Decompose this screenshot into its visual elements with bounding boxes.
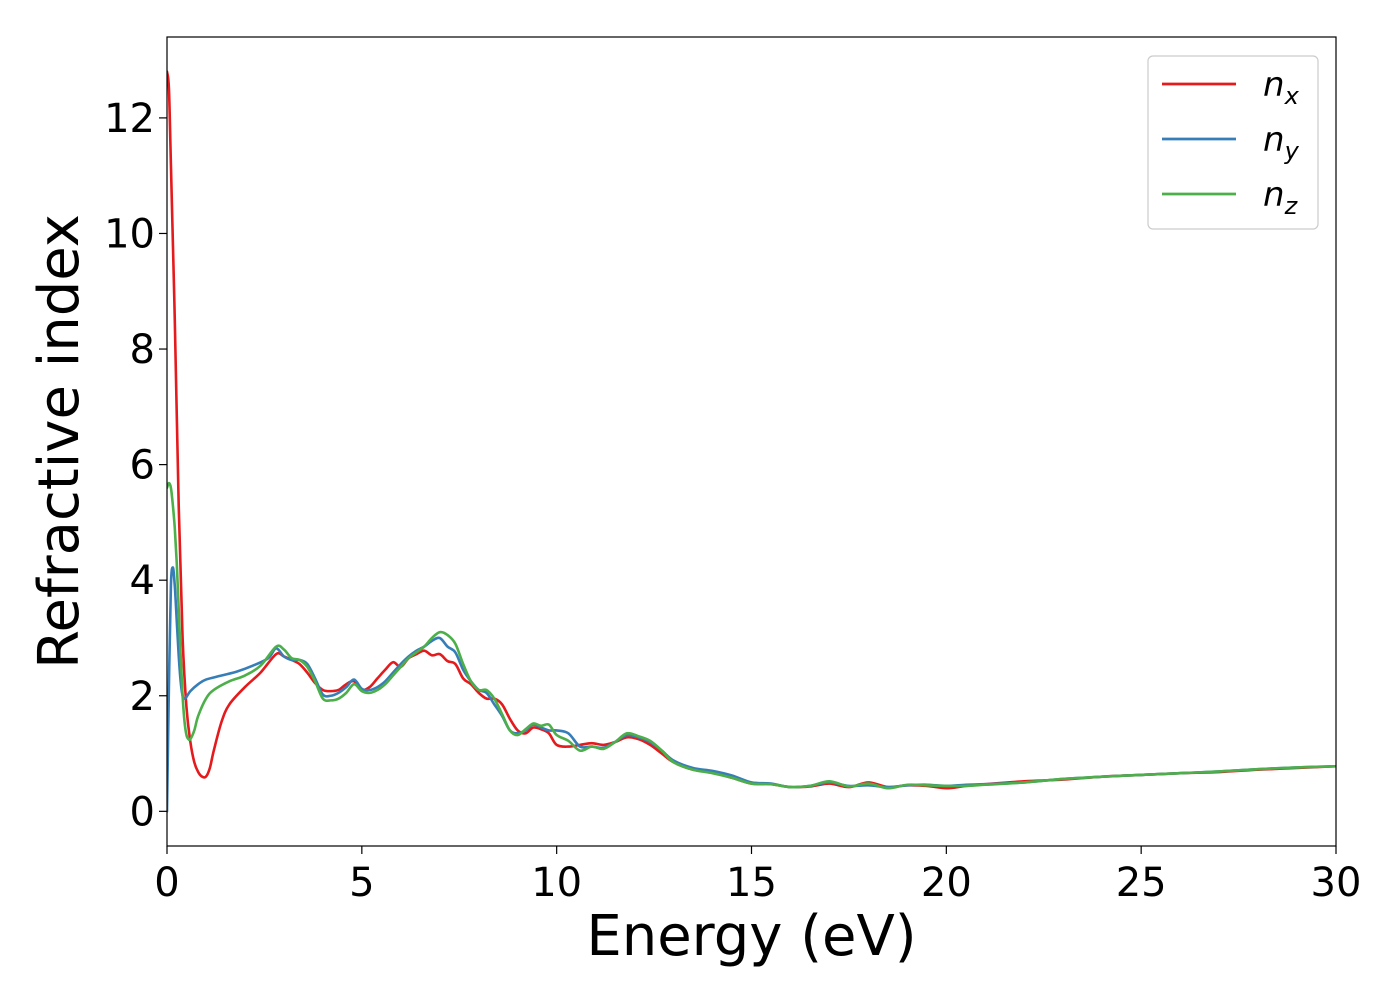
y-axis-label: Refractive index [27,214,92,669]
y-tick-label: 0 [130,789,155,835]
legend-label: nz [1263,175,1299,220]
y-tick-label: 2 [130,674,155,720]
x-tick-label: 25 [1116,860,1167,906]
legend-label-subscript: x [1284,82,1300,110]
legend-entry-nz: nz [1162,175,1299,220]
x-axis-label: Energy (eV) [586,904,916,969]
y-tick-label: 10 [104,211,155,257]
x-tick-label: 10 [531,860,582,906]
x-tick-label: 0 [154,860,179,906]
x-tick-label: 20 [921,860,972,906]
x-axis-ticks: 0 5 10 15 20 25 30 [154,846,1361,906]
x-tick-label: 5 [349,860,374,906]
y-tick-label: 8 [130,327,155,373]
y-tick-label: 6 [130,443,155,489]
x-tick-label: 30 [1311,860,1362,906]
y-tick-label: 4 [130,558,155,604]
legend-label-subscript: y [1284,137,1300,165]
series-line-nz [167,481,1336,790]
legend-label-subscript: z [1284,192,1299,220]
y-axis-ticks: 0 2 4 6 8 10 12 [104,96,167,835]
y-tick-label: 12 [104,96,155,142]
series-layer [167,70,1336,813]
x-tick-label: 15 [726,860,777,906]
legend-box [1147,55,1319,230]
